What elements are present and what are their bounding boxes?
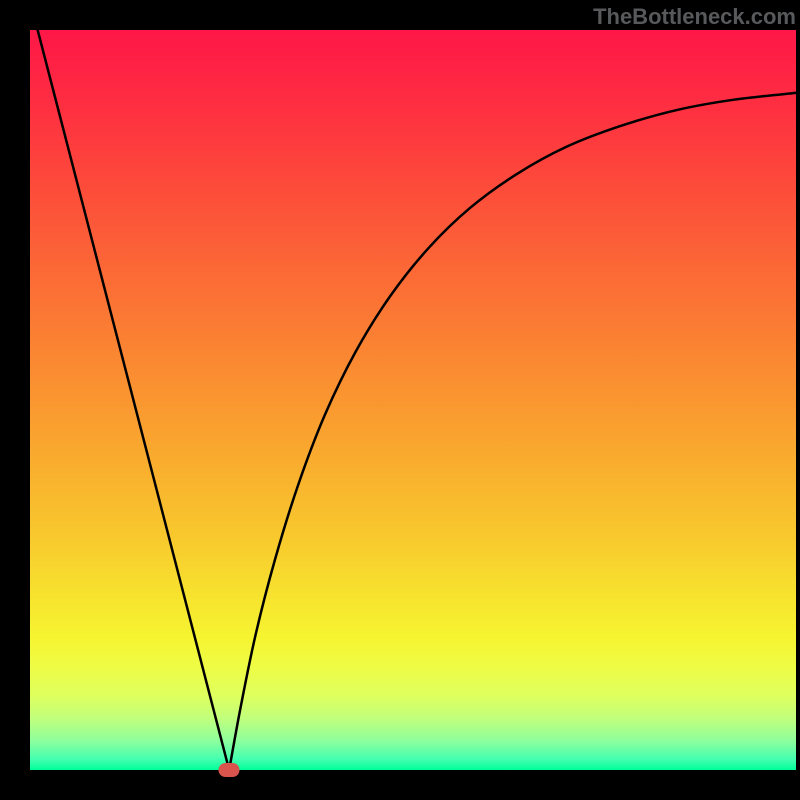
watermark-text: TheBottleneck.com — [593, 4, 796, 30]
curve-svg — [30, 30, 796, 770]
bottleneck-curve — [38, 30, 796, 770]
optimal-marker — [219, 763, 240, 777]
plot-area — [30, 30, 796, 770]
chart-wrapper: TheBottleneck.com — [0, 0, 800, 800]
